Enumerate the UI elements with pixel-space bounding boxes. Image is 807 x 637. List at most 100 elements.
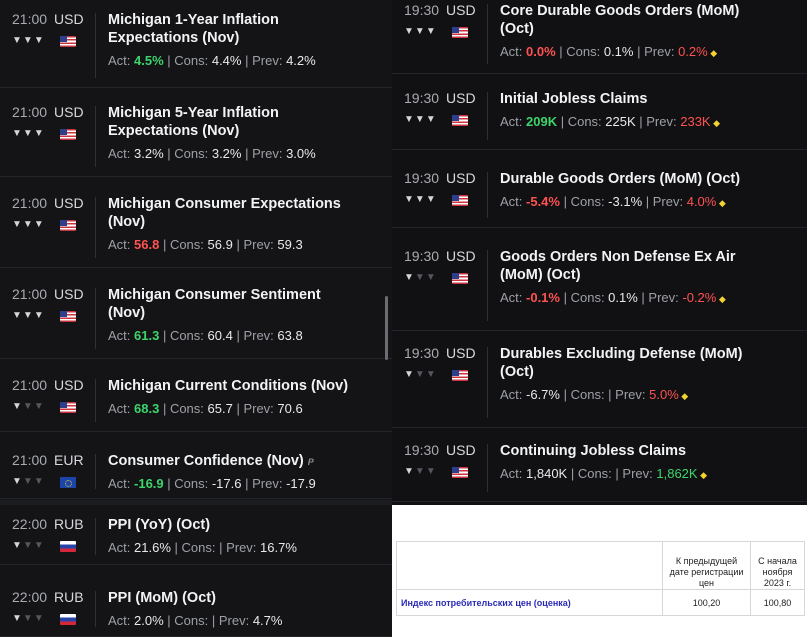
- prev-value: -17.9: [286, 476, 316, 491]
- event-currency: USD: [446, 90, 476, 106]
- prev-label: Prev:: [252, 53, 287, 68]
- event-title-text: PPI (YoY) (Oct): [108, 517, 211, 533]
- bull-icon: ▼: [22, 476, 34, 487]
- event-row[interactable]: 22:00 RUB ▼▼▼ PPI (MoM) (Oct) Act: 2.0% | Co…: [0, 578, 392, 637]
- event-row[interactable]: 21:00 USD ▼▼▼ Michigan 1-Year Inflation Exp…: [0, 0, 392, 88]
- event-title[interactable]: PPI (YoY) (Oct): [108, 516, 358, 534]
- row-separator: [392, 501, 807, 502]
- act-value: -16.9: [134, 476, 164, 491]
- event-currency: EUR: [54, 452, 84, 468]
- act-label: Act:: [108, 146, 135, 161]
- impact-bulls: ▼▼▼: [404, 26, 437, 37]
- event-title[interactable]: Goods Orders Non Defense Ex Air (MoM) (O…: [500, 248, 770, 284]
- event-currency: USD: [446, 248, 476, 264]
- impact-bulls: ▼▼▼: [12, 35, 45, 46]
- row-separator-vertical: [95, 106, 96, 167]
- event-title[interactable]: Michigan 1-Year Inflation Expectations (…: [108, 11, 358, 47]
- event-values: Act: 209K | Cons: 225K | Prev: 233K ◆: [500, 114, 721, 129]
- event-row[interactable]: 19:30 USD ▼▼▼ Durables Excluding Defense (M…: [392, 343, 807, 428]
- event-values: Act: 0.0% | Cons: 0.1% | Prev: 0.2% ◆: [500, 44, 718, 59]
- table-cell-since-start: 100,80: [750, 589, 805, 616]
- impact-bulls: ▼▼▼: [404, 272, 437, 283]
- cons-value: 3.2%: [211, 146, 242, 161]
- impact-bulls: ▼▼▼: [12, 219, 45, 230]
- event-currency: USD: [54, 286, 84, 302]
- cons-label: Cons:: [570, 290, 609, 305]
- flag-ru-icon: [60, 541, 76, 552]
- event-row[interactable]: 19:30 USD ▼▼▼ Durable Goods Orders (MoM) (O…: [392, 168, 807, 228]
- act-value: -0.1%: [526, 290, 560, 305]
- flag-us-icon: [452, 273, 468, 284]
- act-value: 68.3: [134, 401, 160, 416]
- event-row[interactable]: 19:30 USD ▼▼▼ Core Durable Goods Orders (Mo…: [392, 0, 807, 74]
- flag-us-icon: [60, 220, 76, 231]
- row-separator-vertical: [95, 197, 96, 258]
- event-row[interactable]: 21:00 USD ▼▼▼ Michigan Consumer Expectation…: [0, 184, 392, 268]
- row-separator: [0, 431, 392, 432]
- bull-icon: ▼: [12, 476, 23, 487]
- event-time: 22:00: [12, 516, 48, 532]
- row-separator: [392, 427, 807, 428]
- prev-label: Prev:: [243, 401, 278, 416]
- bull-icon: ▼: [22, 401, 34, 412]
- event-title[interactable]: Michigan Current Conditions (Nov): [108, 377, 358, 395]
- bull-icon: ▼: [404, 194, 415, 205]
- row-separator: [0, 498, 392, 499]
- act-value: 3.2%: [134, 146, 164, 161]
- event-currency: USD: [54, 11, 84, 27]
- impact-bulls: ▼▼▼: [12, 401, 45, 412]
- event-time: 19:30: [404, 442, 440, 458]
- cons-value: 0.1%: [608, 290, 638, 305]
- bull-icon: ▼: [22, 128, 34, 139]
- event-title[interactable]: Continuing Jobless Claims: [500, 442, 770, 460]
- bull-icon: ▼: [33, 613, 45, 624]
- event-title-text: Michigan 1-Year Inflation Expectations (…: [108, 12, 279, 46]
- event-title[interactable]: Core Durable Goods Orders (MoM) (Oct): [500, 2, 770, 38]
- event-row[interactable]: 19:30 USD ▼▼▼ Goods Orders Non Defense Ex A…: [392, 246, 807, 331]
- event-title[interactable]: Michigan 5-Year Inflation Expectations (…: [108, 104, 358, 140]
- row-separator-vertical: [95, 518, 96, 555]
- event-title[interactable]: Initial Jobless Claims: [500, 90, 770, 108]
- event-values: Act: -0.1% | Cons: 0.1% | Prev: -0.2% ◆: [500, 290, 726, 305]
- prev-label: Prev:: [622, 466, 657, 481]
- event-row[interactable]: 21:00 EUR ▼▼▼ Consumer Confidence (Nov) P Act…: [0, 441, 392, 499]
- act-label: Act:: [108, 237, 135, 252]
- flag-us-icon: [452, 27, 468, 38]
- event-row[interactable]: 21:00 USD ▼▼▼ Michigan Current Conditions (…: [0, 366, 392, 432]
- cons-label: Cons:: [566, 44, 604, 59]
- impact-bulls: ▼▼▼: [12, 476, 45, 487]
- scrollbar-thumb[interactable]: [385, 296, 388, 360]
- bull-icon: ▼: [12, 613, 23, 624]
- bull-icon: ▼: [414, 194, 426, 205]
- event-title[interactable]: Durables Excluding Defense (MoM) (Oct): [500, 345, 770, 381]
- event-title[interactable]: Michigan Consumer Sentiment (Nov): [108, 286, 358, 322]
- event-title[interactable]: PPI (MoM) (Oct): [108, 589, 358, 607]
- event-row[interactable]: 21:00 USD ▼▼▼ Michigan 5-Year Inflation Exp…: [0, 93, 392, 177]
- event-row[interactable]: 19:30 USD ▼▼▼ Continuing Jobless Claims Act:…: [392, 440, 807, 502]
- table-cell-prev-date: 100,20: [662, 589, 751, 616]
- bull-icon: ▼: [414, 26, 426, 37]
- calendar-panel-right: 19:30 USD ▼▼▼ Core Durable Goods Orders (Mo…: [392, 0, 807, 505]
- act-label: Act:: [500, 44, 527, 59]
- event-time: 21:00: [12, 377, 48, 393]
- flag-eu-icon: [60, 477, 76, 488]
- event-title[interactable]: Michigan Consumer Expectations (Nov): [108, 195, 358, 231]
- act-value: 56.8: [134, 237, 160, 252]
- cons-value: 0.1%: [603, 44, 634, 59]
- event-currency: USD: [54, 195, 84, 211]
- event-row[interactable]: 21:00 USD ▼▼▼ Michigan Consumer Sentiment (…: [0, 275, 392, 359]
- cpi-table-panel: К предыдущей дате регистрации цен С нача…: [392, 505, 807, 637]
- bull-icon: ▼: [425, 272, 437, 283]
- event-title[interactable]: Consumer Confidence (Nov) P: [108, 452, 358, 471]
- bull-icon: ▼: [22, 35, 34, 46]
- event-title[interactable]: Durable Goods Orders (MoM) (Oct): [500, 170, 770, 188]
- event-row[interactable]: 22:00 RUB ▼▼▼ PPI (YoY) (Oct) Act: 21.6% | C…: [0, 505, 392, 565]
- event-row[interactable]: 19:30 USD ▼▼▼ Initial Jobless Claims Act: 20…: [392, 88, 807, 150]
- bull-icon: ▼: [12, 219, 23, 230]
- prev-value: 4.2%: [286, 53, 316, 68]
- impact-bulls: ▼▼▼: [404, 194, 437, 205]
- cons-label: Cons:: [169, 237, 208, 252]
- bull-icon: ▼: [414, 369, 426, 380]
- bull-icon: ▼: [22, 613, 34, 624]
